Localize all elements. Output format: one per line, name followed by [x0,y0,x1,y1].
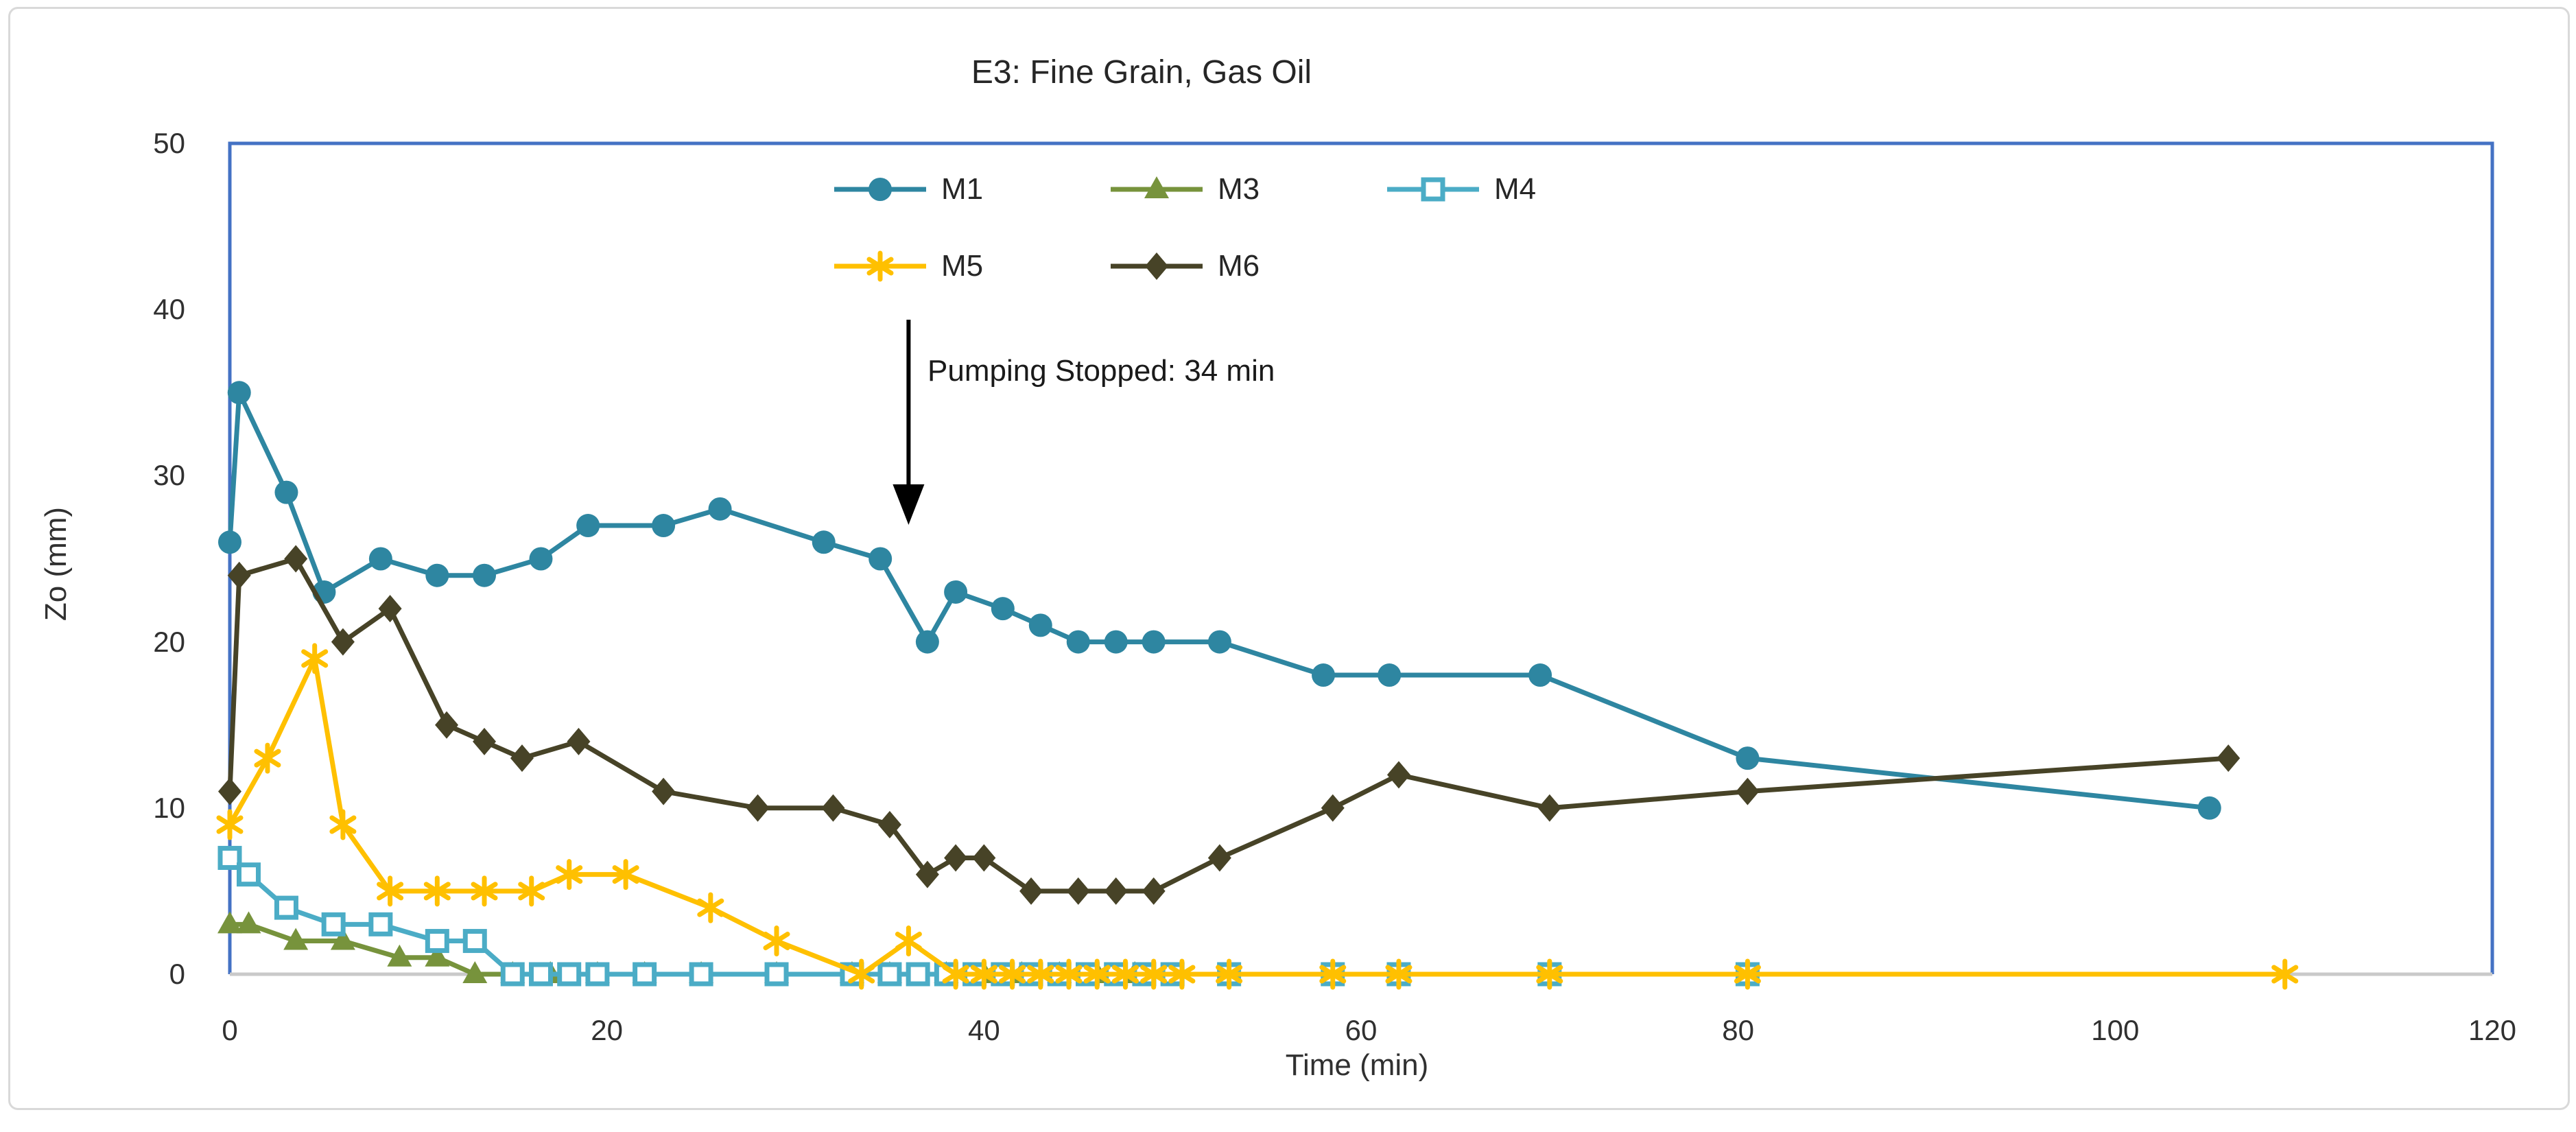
x-tick-100: 100 [2091,1014,2140,1046]
legend-item-M3: M3 [1105,172,1260,207]
legend-label-M6: M6 [1218,249,1260,283]
plot-area-border [228,141,2494,974]
legend-label-M3: M3 [1218,172,1260,206]
legend-item-M1: M1 [829,172,983,207]
x-tick-40: 40 [967,1014,1000,1046]
series-M5 [216,643,2299,990]
y-tick-20: 20 [153,625,185,658]
x-tick-0: 0 [222,1014,238,1046]
annotation-label: Pumping Stopped: 34 min [927,354,1275,388]
x-tick-120: 120 [2468,1014,2517,1046]
legend-marker-M4 [1387,177,1479,202]
x-axis-title: Time (min) [1285,1048,1429,1082]
x-tick-20: 20 [591,1014,624,1046]
legend-label-M5: M5 [941,249,984,283]
series-M6 [218,545,2241,905]
x-tick-80: 80 [1722,1014,1755,1046]
legend-marker-M3 [1111,176,1203,198]
x-tick-60: 60 [1345,1014,1378,1046]
legend-marker-M6 [1111,252,1203,280]
y-axis-title: Zo (mm) [39,506,73,622]
chart-title: E3: Fine Grain, Gas Oil [971,54,1312,91]
legend-item-M6: M6 [1105,248,1260,284]
chart-outer-border [8,7,2570,1110]
annotation-arrow [893,320,925,525]
legend-item-M5: M5 [829,248,983,284]
y-tick-0: 0 [169,958,185,990]
y-tick-40: 40 [153,293,185,326]
legend-item-M4: M4 [1382,172,1536,207]
y-tick-50: 50 [153,127,185,159]
legend-marker-M5 [834,250,926,282]
legend-marker-M1 [834,178,926,201]
legend-label-M4: M4 [1494,172,1537,206]
y-tick-10: 10 [153,791,185,824]
y-tick-30: 30 [153,459,185,492]
legend-label-M1: M1 [941,172,984,206]
